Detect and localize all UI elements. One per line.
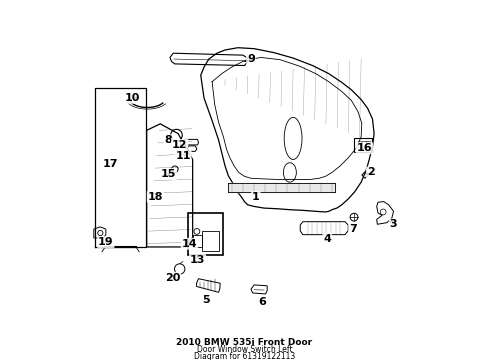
Text: 2: 2	[366, 167, 374, 177]
Text: 16: 16	[356, 143, 371, 153]
Text: 14: 14	[181, 239, 197, 249]
Text: 4: 4	[323, 234, 330, 244]
Text: 12: 12	[172, 140, 187, 150]
Text: 18: 18	[147, 192, 163, 202]
Text: Door Window Switch Left: Door Window Switch Left	[196, 346, 292, 354]
Text: 15: 15	[161, 169, 176, 179]
Text: 6: 6	[258, 297, 265, 307]
Text: 19: 19	[98, 237, 113, 247]
Text: 17: 17	[103, 159, 118, 169]
Text: Diagram for 61319122113: Diagram for 61319122113	[193, 352, 295, 360]
Text: 11: 11	[175, 151, 190, 161]
Text: 5: 5	[202, 296, 209, 305]
Text: 13: 13	[189, 255, 205, 265]
Text: 9: 9	[246, 54, 254, 64]
Text: 3: 3	[389, 219, 397, 229]
Text: 8: 8	[164, 135, 172, 145]
Text: 1: 1	[251, 192, 259, 202]
Text: 7: 7	[348, 224, 356, 234]
Text: 2010 BMW 535i Front Door: 2010 BMW 535i Front Door	[176, 338, 312, 347]
Text: 10: 10	[125, 93, 140, 103]
Text: 20: 20	[164, 273, 180, 283]
